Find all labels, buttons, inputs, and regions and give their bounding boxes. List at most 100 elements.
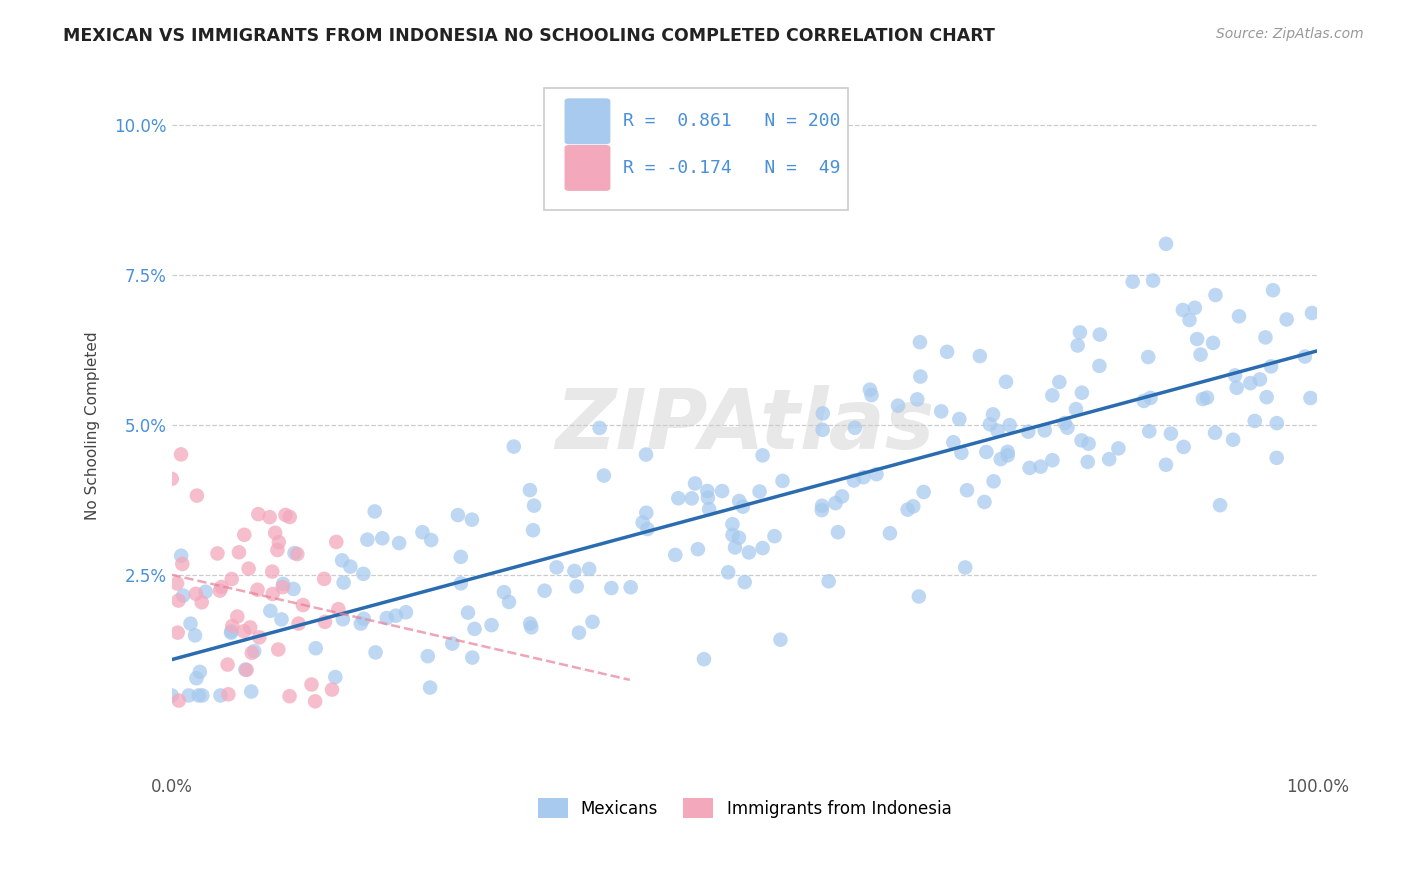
Point (600, 581, 623, 595)
Point (879, 526, 901, 541)
Point (1275, 312, 1298, 326)
Point (385, 608, 408, 623)
Point (187, 689, 209, 703)
Point (166, 576, 188, 591)
Point (1047, 375, 1070, 389)
Point (666, 491, 689, 506)
Point (734, 575, 756, 590)
Point (1018, 461, 1040, 475)
Point (207, 546, 229, 560)
Point (314, 615, 336, 629)
Point (1088, 327, 1111, 342)
Point (1243, 414, 1265, 428)
Point (976, 445, 998, 459)
Point (278, 510, 301, 524)
Point (519, 483, 541, 497)
Point (664, 548, 686, 562)
Point (636, 522, 658, 536)
Text: ZIPAtlas: ZIPAtlas (555, 385, 934, 466)
Point (519, 616, 541, 631)
Point (956, 483, 979, 498)
Point (990, 452, 1012, 467)
Point (450, 549, 472, 564)
Point (1088, 359, 1111, 373)
Point (1017, 425, 1039, 439)
Point (731, 500, 754, 514)
Point (1154, 236, 1177, 251)
Point (238, 562, 260, 576)
Point (564, 564, 586, 578)
Point (905, 392, 928, 407)
Point (903, 500, 925, 514)
Point (235, 663, 257, 677)
Point (166, 625, 188, 640)
Point (285, 547, 308, 561)
Point (897, 502, 920, 516)
Point (262, 565, 284, 579)
Point (981, 408, 1004, 422)
Point (942, 435, 965, 450)
Point (697, 502, 720, 516)
Point (332, 575, 354, 590)
Point (522, 523, 544, 537)
Point (1294, 350, 1316, 364)
Point (1098, 452, 1121, 467)
Point (1064, 402, 1087, 417)
Point (211, 580, 233, 594)
Point (1249, 372, 1271, 386)
FancyBboxPatch shape (565, 145, 610, 191)
Point (416, 649, 439, 664)
Point (1066, 338, 1088, 352)
Point (1227, 310, 1250, 324)
Point (188, 665, 211, 679)
Point (184, 587, 207, 601)
Point (844, 421, 866, 435)
Point (247, 507, 270, 521)
Point (929, 404, 952, 418)
Point (728, 494, 751, 508)
Point (1204, 288, 1226, 302)
Point (352, 566, 374, 581)
Text: R = -0.174   N =  49: R = -0.174 N = 49 (623, 159, 841, 177)
Point (208, 583, 231, 598)
Point (186, 671, 208, 685)
Point (1056, 421, 1078, 435)
Point (533, 583, 555, 598)
Point (1189, 348, 1212, 362)
Point (267, 642, 290, 657)
Point (728, 531, 751, 545)
FancyBboxPatch shape (544, 88, 848, 210)
Point (724, 541, 747, 555)
Point (441, 636, 464, 650)
Point (969, 349, 991, 363)
Point (748, 484, 770, 499)
Point (686, 542, 709, 557)
Point (1301, 306, 1323, 320)
Point (887, 399, 910, 413)
Point (1029, 459, 1052, 474)
Point (371, 531, 394, 545)
Point (721, 517, 744, 532)
Point (1077, 436, 1099, 450)
Point (264, 525, 287, 540)
Point (636, 506, 658, 520)
Point (955, 560, 977, 574)
Point (221, 572, 243, 586)
Point (1184, 301, 1206, 315)
Point (751, 541, 773, 555)
Point (287, 616, 309, 631)
Point (1256, 390, 1278, 404)
Point (461, 650, 484, 665)
Point (160, 689, 183, 703)
Point (948, 412, 970, 426)
Point (936, 344, 959, 359)
Point (209, 689, 232, 703)
Point (1202, 335, 1225, 350)
Point (167, 693, 190, 707)
Point (842, 474, 865, 488)
Legend: Mexicans, Immigrants from Indonesia: Mexicans, Immigrants from Indonesia (531, 792, 957, 824)
Point (502, 440, 524, 454)
Point (170, 447, 193, 461)
Point (1173, 440, 1195, 454)
Point (593, 468, 616, 483)
